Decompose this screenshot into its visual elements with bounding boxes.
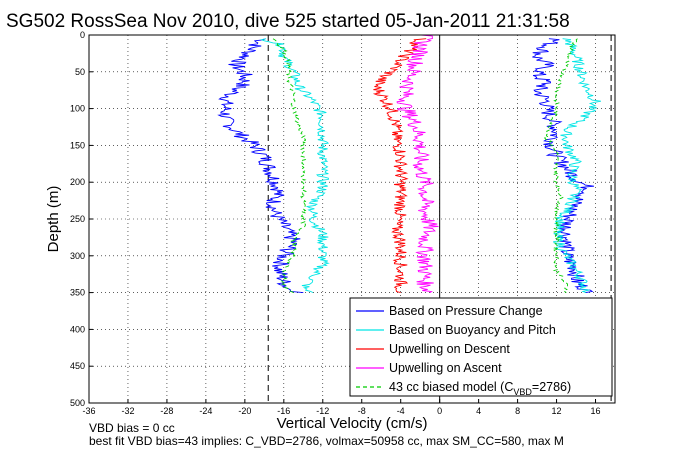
y-tick-label-1: 50 <box>75 67 85 77</box>
series-1-ascent-line <box>553 38 601 294</box>
y-axis-label: Depth (m) <box>45 186 62 253</box>
series-0-ascent-line <box>532 38 595 294</box>
y-tick-label-3: 150 <box>70 140 85 150</box>
x-tick-label-2: -28 <box>160 406 173 416</box>
y-tick-label-9: 450 <box>70 361 85 371</box>
footer-line-1: VBD bias = 0 cc <box>89 421 175 435</box>
series-2-profile-line <box>372 38 427 294</box>
y-tick-label-10: 500 <box>70 398 85 408</box>
series-4-descent-line <box>272 38 308 294</box>
legend-label-4: 43 cc biased model (CVBD=2786) <box>389 380 571 397</box>
legend-label-2: Upwelling on Descent <box>389 342 510 356</box>
x-tick-label-6: -12 <box>316 406 329 416</box>
series-4-ascent-line <box>543 38 578 293</box>
footer-line-2: best fit VBD bias=43 implies: C_VBD=2786… <box>89 434 564 448</box>
x-tick-label-0: -36 <box>82 406 95 416</box>
x-axis-label: Vertical Velocity (cm/s) <box>277 415 428 432</box>
x-tick-label-10: 4 <box>476 406 481 416</box>
legend: Based on Pressure Change Based on Buoyanc… <box>349 297 613 397</box>
legend-box <box>349 297 613 397</box>
x-tick-label-4: -20 <box>238 406 251 416</box>
x-tick-label-8: -4 <box>397 406 405 416</box>
legend-label-0: Based on Pressure Change <box>389 304 543 318</box>
x-tick-label-13: 16 <box>591 406 601 416</box>
x-axis-ticks: -36 -32 -28 -24 -20 -16 -12 -8 -4 0 4 8 12 16 <box>82 399 601 416</box>
y-tick-label-0: 0 <box>80 30 85 40</box>
y-tick-label-5: 250 <box>70 214 85 224</box>
series-1-descent-line <box>259 38 330 294</box>
x-tick-label-9: 0 <box>437 406 442 416</box>
series-group <box>217 34 601 294</box>
y-tick-label-2: 100 <box>70 104 85 114</box>
x-tick-label-5: -16 <box>277 406 290 416</box>
x-tick-label-7: -8 <box>358 406 366 416</box>
x-tick-label-12: 12 <box>552 406 562 416</box>
y-tick-label-4: 200 <box>70 177 85 187</box>
legend-label-1: Based on Buoyancy and Pitch <box>389 323 556 337</box>
x-tick-label-3: -24 <box>199 406 212 416</box>
x-tick-label-11: 8 <box>515 406 520 416</box>
chart-title: SG502 RossSea Nov 2010, dive 525 started… <box>6 11 570 32</box>
y-tick-label-8: 400 <box>70 324 85 334</box>
y-axis-ticks: 0 50 100 150 200 250 300 350 400 450 500 <box>70 30 93 408</box>
series-0-descent-line <box>217 38 304 294</box>
y-tick-label-6: 300 <box>70 251 85 261</box>
x-tick-label-1: -32 <box>121 406 134 416</box>
y-tick-label-7: 350 <box>70 288 85 298</box>
series-3-profile-line <box>396 34 439 293</box>
legend-label-3: Upwelling on Ascent <box>389 361 502 375</box>
